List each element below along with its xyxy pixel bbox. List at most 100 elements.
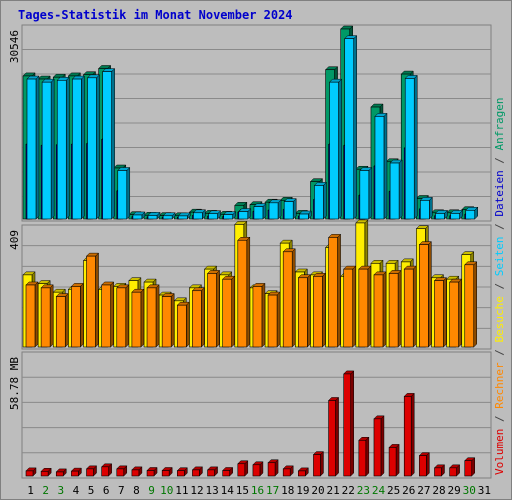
bar-volumen-10	[161, 466, 173, 477]
chart-title: Tages-Statistik im Monat November 2024	[18, 8, 293, 22]
bar-seiten-4	[71, 75, 85, 220]
bar-volumen-4	[70, 467, 82, 477]
bar-seiten-6	[102, 67, 116, 220]
bar-rechner-2-side	[49, 284, 54, 348]
bar-volumen-9	[146, 466, 158, 477]
bar-rechner-19	[297, 274, 311, 348]
bar-volumen-29-front	[449, 467, 457, 477]
x-tick-label-day-11: 11	[175, 484, 188, 497]
bar-rechner-18	[282, 248, 296, 348]
bar-seiten-5-side	[96, 74, 100, 220]
bar-rechner-29	[449, 278, 463, 348]
bar-seiten-6-front	[102, 71, 112, 220]
bar-rechner-20-side	[322, 272, 326, 348]
bar-volumen-6-front	[101, 466, 109, 477]
bar-rechner-24-side	[382, 271, 387, 348]
bar-volumen-25	[388, 443, 400, 477]
bar-seiten-7-side	[126, 166, 131, 220]
bar-rechner-25	[388, 269, 402, 348]
bar-seiten-7	[117, 166, 131, 220]
bar-volumen-25-front	[388, 447, 397, 477]
bar-seiten-24	[374, 112, 388, 220]
bar-volumen-13-front	[207, 469, 215, 477]
bar-seiten-27-front	[420, 200, 430, 220]
legend-entry-3: /	[493, 343, 506, 363]
x-tick-label-day-10: 10	[160, 484, 173, 497]
bar-volumen-5	[85, 465, 98, 477]
bar-volumen-10-front	[161, 470, 170, 477]
bar-seiten-5	[86, 74, 101, 220]
bar-seiten-2-side	[50, 78, 55, 220]
bar-rechner-2	[40, 284, 54, 348]
bar-seiten-27	[419, 196, 433, 220]
x-tick-label-day-1: 1	[27, 484, 34, 497]
bar-seiten-3-front	[56, 79, 67, 220]
bar-rechner-11	[176, 301, 190, 348]
legend-entry-9: /	[493, 150, 506, 170]
panel-hits: 30546	[8, 24, 492, 222]
bar-seiten-17-front	[268, 202, 279, 220]
bar-volumen-13	[206, 466, 219, 477]
bar-volumen-14	[222, 466, 234, 477]
bar-rechner-30-front	[464, 264, 475, 348]
bar-rechner-3-side	[65, 292, 69, 348]
bar-rechner-30-side	[473, 261, 477, 348]
bar-rechner-24-front	[373, 274, 384, 348]
bar-rechner-6	[101, 281, 115, 348]
bar-volumen-30	[464, 457, 476, 477]
bar-seiten-14	[223, 211, 237, 220]
bar-rechner-12-front	[192, 290, 202, 348]
bar-rechner-5-side	[95, 252, 99, 348]
bar-volumen-20	[312, 450, 325, 477]
bar-rechner-7	[116, 284, 130, 348]
bar-rechner-28	[433, 277, 448, 348]
x-tick-label-day-9: 9	[148, 484, 155, 497]
bar-rechner-8	[131, 288, 145, 348]
bar-seiten-18-side	[292, 197, 297, 220]
bar-rechner-16	[252, 282, 266, 348]
series-seiten	[26, 35, 479, 220]
bar-rechner-2-front	[40, 287, 51, 348]
bar-rechner-12	[191, 287, 206, 348]
bar-seiten-27-side	[429, 196, 433, 220]
x-tick-label-day-31: 31	[478, 484, 491, 497]
bar-volumen-8	[131, 466, 143, 477]
bar-volumen-16	[252, 461, 264, 477]
bar-rechner-19-side	[307, 274, 311, 348]
bar-seiten-14-front	[223, 214, 233, 220]
bar-seiten-11	[177, 212, 191, 220]
bar-rechner-21-side	[337, 233, 341, 348]
x-tick-label-day-4: 4	[73, 484, 80, 497]
bar-rechner-10	[161, 292, 175, 348]
x-tick-label-day-29: 29	[448, 484, 461, 497]
bar-volumen-15-front	[237, 463, 246, 477]
x-tick-label-day-27: 27	[417, 484, 430, 497]
bar-seiten-11-front	[177, 215, 188, 220]
bar-rechner-26-side	[412, 265, 417, 348]
bar-rechner-21	[327, 233, 342, 348]
bar-seiten-20	[313, 181, 328, 220]
bar-seiten-29-front	[450, 213, 460, 220]
bar-rechner-22-side	[352, 265, 356, 348]
bar-rechner-22-front	[343, 268, 354, 348]
bar-volumen-20-side	[320, 450, 324, 477]
bar-volumen-19	[297, 467, 309, 477]
bar-rechner-16-front	[252, 286, 263, 348]
series-rechner	[25, 233, 478, 348]
bar-seiten-13-front	[208, 213, 218, 220]
panel-volume-y-max-label: 58.78 MB	[8, 357, 21, 410]
bar-rechner-23	[358, 265, 372, 348]
legend-entry-8: Dateien	[493, 170, 506, 216]
x-tick-label-day-16: 16	[251, 484, 264, 497]
bar-volumen-28	[433, 464, 446, 477]
x-tick-label-day-20: 20	[311, 484, 324, 497]
bar-volumen-7	[116, 465, 128, 477]
bar-seiten-20-side	[323, 181, 327, 220]
legend-entry-6: Seiten	[493, 237, 506, 277]
bar-rechner-4-side	[80, 282, 84, 348]
bar-volumen-8-front	[131, 469, 140, 477]
bar-rechner-29-front	[449, 281, 459, 348]
bar-seiten-18	[283, 197, 297, 220]
bar-volumen-18-front	[282, 468, 291, 477]
